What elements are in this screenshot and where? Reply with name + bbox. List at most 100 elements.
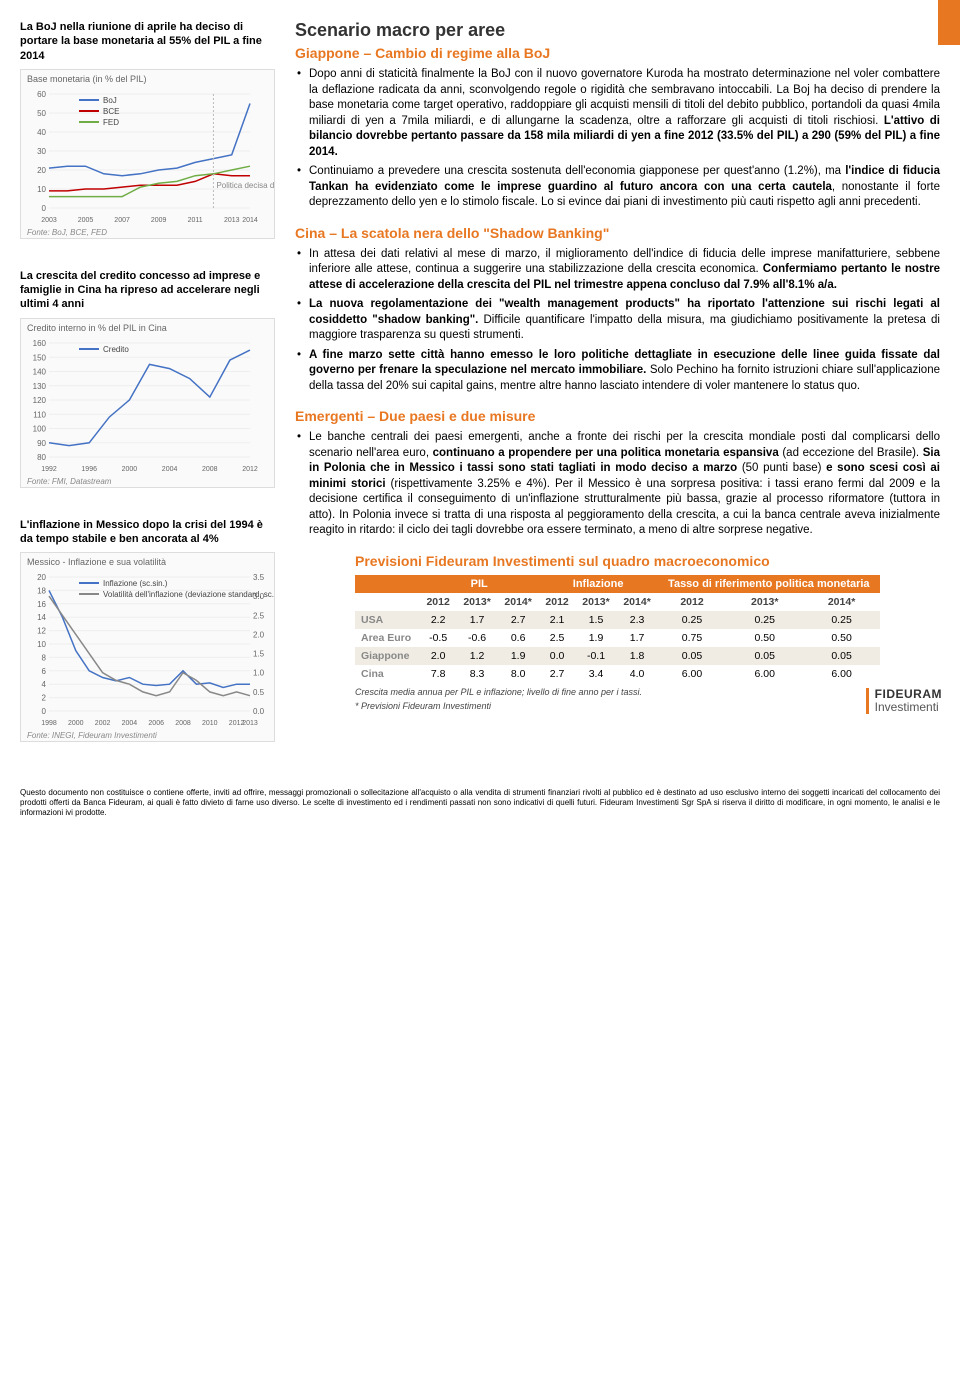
svg-text:2: 2 [42, 694, 47, 703]
svg-text:2008: 2008 [202, 466, 218, 473]
row-label: Cina [355, 665, 420, 683]
svg-text:Volatilità dell'inflazione (de: Volatilità dell'inflazione (deviazione s… [103, 590, 274, 599]
svg-text:18: 18 [37, 587, 46, 596]
table-row: Area Euro-0.5-0.60.62.51.91.70.750.500.5… [355, 629, 880, 647]
forecast-section: Previsioni Fideuram Investimenti sul qua… [355, 553, 880, 711]
table-cell: 2.1 [539, 611, 576, 629]
table-cell: 3.4 [575, 665, 616, 683]
bullet-item: In attesa dei dati relativi al mese di m… [295, 247, 940, 294]
svg-text:1998: 1998 [41, 720, 57, 727]
main-content: Scenario macro per aree Giappone – Cambi… [295, 20, 940, 772]
bullet-item: Dopo anni di staticità finalmente la BoJ… [295, 67, 940, 160]
svg-text:2011: 2011 [188, 217, 203, 224]
table-cell: 2.2 [420, 611, 457, 629]
table-cell: 8.3 [457, 665, 498, 683]
svg-text:2000: 2000 [122, 466, 138, 473]
table-row: Giappone2.01.21.90.0-0.11.80.050.050.05 [355, 647, 880, 665]
table-cell: -0.5 [420, 629, 457, 647]
sections-container: Giappone – Cambio di regime alla BoJ Dopo… [295, 45, 940, 539]
table-cell: -0.6 [457, 629, 498, 647]
table-cell: 6.00 [803, 665, 880, 683]
bullet-item: Le banche centrali dei paesi emergenti, … [295, 430, 940, 539]
table-cell: 2.7 [498, 611, 539, 629]
sidebar-caption: La crescita del credito concesso ad impr… [20, 269, 275, 312]
svg-text:140: 140 [33, 367, 47, 376]
chart-box: Messico - Inflazione e sua volatilità024… [20, 552, 275, 742]
chart-title: Credito interno in % del PIL in Cina [21, 319, 274, 337]
chart-svg: 0246810121416182019982000200220042006200… [21, 571, 274, 729]
chart-svg: 0102030405060200320052007200920112013201… [21, 88, 274, 226]
sidebar-caption: L'inflazione in Messico dopo la crisi de… [20, 518, 275, 547]
bullet-item: La nuova regolamentazione dei "wealth ma… [295, 297, 940, 344]
table-cell: 2.0 [420, 647, 457, 665]
table-cell: 0.50 [726, 629, 803, 647]
svg-text:0.0: 0.0 [253, 707, 265, 716]
sidebar: La BoJ nella riunione di aprile ha decis… [20, 20, 275, 772]
svg-text:130: 130 [33, 382, 47, 391]
svg-text:2004: 2004 [162, 466, 178, 473]
svg-text:80: 80 [37, 453, 46, 462]
svg-text:8: 8 [42, 654, 47, 663]
table-row: Cina7.88.38.02.73.44.06.006.006.00 [355, 665, 880, 683]
logo-line-2: Investimenti [875, 701, 942, 714]
bullet-item: Continuiamo a prevedere una crescita sos… [295, 164, 940, 211]
svg-text:0.5: 0.5 [253, 688, 265, 697]
table-cell: 1.5 [575, 611, 616, 629]
subsection-title: Giappone – Cambio di regime alla BoJ [295, 45, 940, 61]
chart-title: Messico - Inflazione e sua volatilità [21, 553, 274, 571]
subsection-title: Cina – La scatola nera dello "Shadow Ban… [295, 225, 940, 241]
svg-text:BoJ: BoJ [103, 96, 117, 105]
table-cell: 0.25 [726, 611, 803, 629]
table-cell: 0.05 [658, 647, 727, 665]
table-cell: 0.05 [803, 647, 880, 665]
page-body: La BoJ nella riunione di aprile ha decis… [0, 0, 960, 782]
svg-text:50: 50 [37, 109, 46, 118]
svg-text:2.0: 2.0 [253, 631, 265, 640]
svg-text:FED: FED [103, 118, 119, 127]
svg-text:20: 20 [37, 573, 46, 582]
main-title: Scenario macro per aree [295, 20, 940, 41]
svg-text:Politica decisa dalla: Politica decisa dalla [216, 181, 274, 190]
svg-text:16: 16 [37, 600, 46, 609]
section-body: In attesa dei dati relativi al mese di m… [295, 247, 940, 395]
svg-text:1992: 1992 [41, 466, 57, 473]
svg-text:90: 90 [37, 439, 46, 448]
svg-text:12: 12 [37, 627, 46, 636]
svg-text:4: 4 [42, 681, 47, 690]
table-cell: 1.7 [617, 629, 658, 647]
table-cell: 2.3 [617, 611, 658, 629]
bullet-item: A fine marzo sette città hanno emesso le… [295, 348, 940, 395]
forecast-note-2: * Previsioni Fideuram Investimenti [355, 701, 880, 711]
row-label: Giappone [355, 647, 420, 665]
svg-text:1.5: 1.5 [253, 650, 265, 659]
table-cell: 8.0 [498, 665, 539, 683]
chart-footer: Fonte: FMI, Datastream [21, 475, 274, 488]
svg-text:10: 10 [37, 185, 46, 194]
forecast-table: PILInflazioneTasso di riferimento politi… [355, 575, 880, 683]
svg-text:160: 160 [33, 339, 47, 348]
row-label: USA [355, 611, 420, 629]
svg-text:1996: 1996 [81, 466, 97, 473]
svg-text:2007: 2007 [114, 217, 130, 224]
svg-text:10: 10 [37, 640, 46, 649]
svg-text:2013: 2013 [242, 720, 258, 727]
svg-text:110: 110 [33, 410, 46, 419]
svg-text:14: 14 [37, 614, 46, 623]
svg-text:2005: 2005 [78, 217, 94, 224]
table-cell: 0.6 [498, 629, 539, 647]
table-cell: 1.7 [457, 611, 498, 629]
svg-text:2000: 2000 [68, 720, 84, 727]
svg-text:6: 6 [42, 667, 47, 676]
svg-text:2003: 2003 [41, 217, 57, 224]
table-cell: 1.2 [457, 647, 498, 665]
table-cell: 2.5 [539, 629, 576, 647]
svg-text:120: 120 [33, 396, 47, 405]
svg-text:2009: 2009 [151, 217, 167, 224]
table-cell: 7.8 [420, 665, 457, 683]
svg-text:1.0: 1.0 [253, 669, 265, 678]
svg-text:2.5: 2.5 [253, 612, 265, 621]
table-cell: 1.9 [575, 629, 616, 647]
table-cell: 0.50 [803, 629, 880, 647]
disclaimer: Questo documento non costituisce o conti… [0, 782, 960, 829]
svg-text:2014: 2014 [242, 217, 258, 224]
